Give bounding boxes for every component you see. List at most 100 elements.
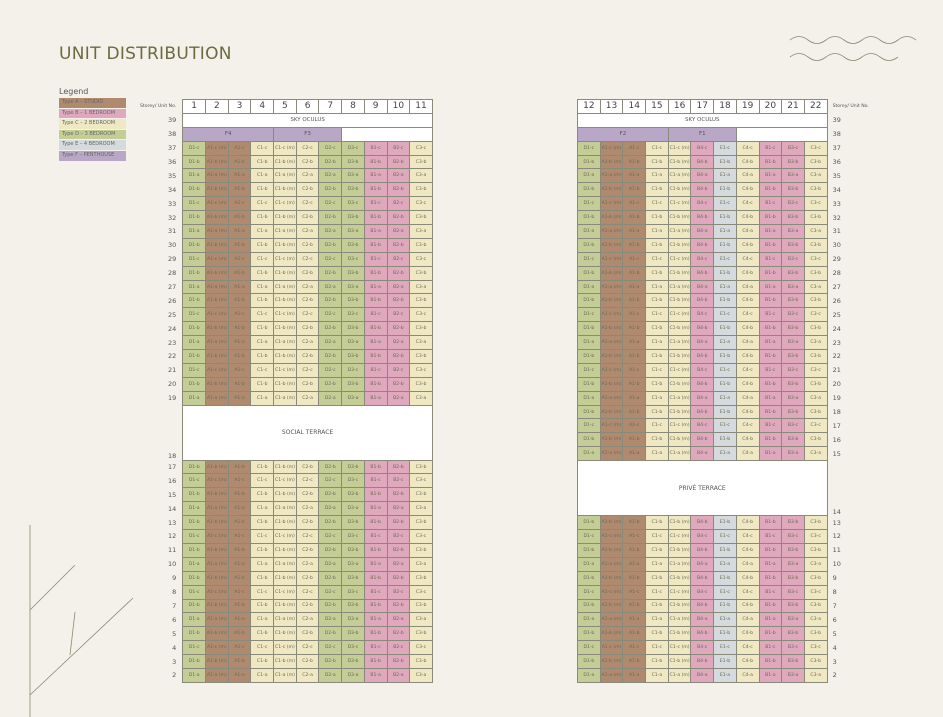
storey-row: D1-b A1-b (m) A1-b C1-b C1-b (m) B4-b E1-b C4-b… (577, 654, 870, 669)
unit-cell: B2-b (386, 210, 411, 226)
unit-cell: C3-a (409, 612, 433, 628)
unit-cell: E1-b (713, 404, 737, 420)
unit-cell: C3-b (803, 237, 828, 253)
storey-row: 17 D1-b A1-b (m) A1-b C1-b C1-b (m) C2-b D2-b D3… (140, 459, 433, 475)
storey-label: 35 (168, 171, 177, 180)
unit-cell: C2-a (295, 612, 320, 628)
unit-cell: A1-b (m) (599, 265, 624, 281)
unit-cell: A1-b (m) (205, 321, 229, 337)
unit-cell: A1-b (m) (599, 598, 624, 614)
unit-cell: C3-b (803, 293, 828, 309)
unit-cell: C1-a (250, 335, 275, 351)
unit-cell: C4-b (735, 542, 760, 558)
storey-label: 27 (832, 283, 841, 292)
empty-cell (341, 126, 433, 142)
prive-terrace: PRIVÉ TERRACE (577, 460, 828, 517)
storey-row: D1-a A1-a (m) A1-a C1-a C1-a (m) B4-a E1-a C4-a… (577, 224, 870, 239)
unit-cell: A1-b (622, 626, 647, 642)
unit-cell: D1-a (182, 335, 206, 351)
unit-cell: D2-b (318, 293, 343, 309)
unit-cell: B1-b (363, 459, 388, 475)
storey-row: 23 D1-a A1-a (m) A1-a C1-a C1-a (m) C2-a D2-a D3… (140, 335, 433, 351)
unit-cell: C1-b (645, 654, 669, 669)
storey-row: 19 D1-a A1-a (m) A1-a C1-a C1-a (m) C2-a D2-a D3… (140, 390, 433, 406)
unit-cell: A1-b (m) (205, 570, 229, 586)
unit-cell: A1-b (622, 404, 647, 420)
unit-cell: D3-a (341, 224, 365, 239)
unit-cell: A1-a (m) (205, 390, 229, 406)
unit-cell: E1-b (713, 154, 737, 170)
unit-cell: C4-c (735, 584, 760, 600)
unit-cell: C1-b (645, 237, 669, 253)
unit-cell: A1-c (622, 251, 647, 267)
unit-cell: C1-b (250, 376, 275, 392)
storey-label: 36 (832, 158, 841, 166)
unit-cell: D1-a (577, 224, 601, 239)
unit-cell: D2-c (318, 584, 343, 600)
unit-cell: B1-b (363, 487, 388, 503)
unit-cell: D1-c (577, 307, 601, 323)
unit-cell: B4-b (690, 542, 715, 558)
unit-cell: C3-c (803, 307, 828, 323)
unit-cell: C3-b (803, 265, 828, 281)
storey-label: 10 (832, 560, 841, 569)
unit-cell: B3-b (781, 321, 805, 337)
unit-cell: B1-b (363, 598, 388, 614)
unit-cell: E1-c (713, 251, 737, 267)
unit-cell: D1-c (577, 196, 601, 212)
unit-cell: C1-a (645, 279, 669, 295)
unit-cell: D3-a (341, 390, 365, 406)
unit-number-header: 4 (250, 99, 275, 114)
unit-cell: A1-b (m) (205, 598, 229, 614)
unit-cell: A1-b (622, 542, 647, 558)
unit-cell: A1-b (m) (599, 570, 624, 586)
unit-cell: D2-b (318, 542, 343, 558)
storey-row: D1-b A1-b (m) A1-b C1-b C1-b (m) B4-b E1-b C4-b… (577, 570, 870, 586)
unit-cell: D1-b (182, 349, 206, 364)
unit-cell: D1-c (577, 584, 601, 600)
unit-cell: C2-b (295, 376, 320, 392)
unit-cell: C1-b (m) (273, 237, 297, 253)
unit-cell: A1-a (622, 224, 647, 239)
unit-cell: C3-c (409, 362, 433, 378)
unit-cell: C3-a (409, 556, 433, 572)
unit-cell: B1-c (363, 584, 388, 600)
storey-row: PRIVÉ TERRACE 14 (577, 460, 870, 517)
unit-cell: C3-b (803, 432, 828, 448)
unit-cell: C4-a (735, 168, 760, 184)
unit-cell: C1-a (m) (273, 335, 297, 351)
unit-cell: B2-b (386, 237, 411, 253)
unit-cell: D1-c (182, 473, 206, 489)
unit-cell: D1-b (182, 376, 206, 392)
unit-cell: B4-c (690, 584, 715, 600)
unit-cell: A1-a (622, 612, 647, 628)
unit-cell: C1-a (m) (667, 446, 692, 462)
unit-cell: D2-a (318, 279, 343, 295)
legend-item-type-c: Type C – 2 BEDROOM (59, 119, 126, 130)
storey-label: 14 (168, 504, 177, 513)
unit-cell: C1-c (250, 140, 275, 156)
unit-cell: C1-b (250, 321, 275, 337)
unit-cell: C3-b (409, 182, 433, 198)
unit-cell: E1-b (713, 376, 737, 392)
unit-cell: D1-c (577, 640, 601, 656)
unit-cell: D1-b (182, 626, 206, 642)
unit-cell: C1-c (250, 584, 275, 600)
storey-label: 6 (832, 615, 837, 624)
storey-row: 14 D1-a A1-a (m) A1-a C1-a C1-a (m) C2-a D2-a D3… (140, 501, 433, 517)
unit-cell: E1-c (713, 196, 737, 212)
unit-cell: A1-a (m) (599, 556, 624, 572)
unit-cell: C4-b (735, 154, 760, 170)
unit-cell: B3-b (781, 570, 805, 586)
unit-cell: E1-a (713, 335, 737, 351)
unit-cell: D2-a (318, 667, 343, 683)
unit-cell: D3-c (341, 529, 365, 544)
storey-row: D1-c A1-c (m) A1-c C1-c C1-c (m) B4-c E1-c C4-c… (577, 251, 870, 267)
unit-cell: C3-a (803, 168, 828, 184)
unit-cell: E1-b (713, 626, 737, 642)
unit-cell: C1-a (250, 501, 275, 517)
unit-cell: D2-b (318, 349, 343, 364)
unit-cell: D1-a (182, 279, 206, 295)
storey-label: 17 (168, 463, 177, 472)
unit-cell: A1-a (m) (599, 667, 624, 683)
